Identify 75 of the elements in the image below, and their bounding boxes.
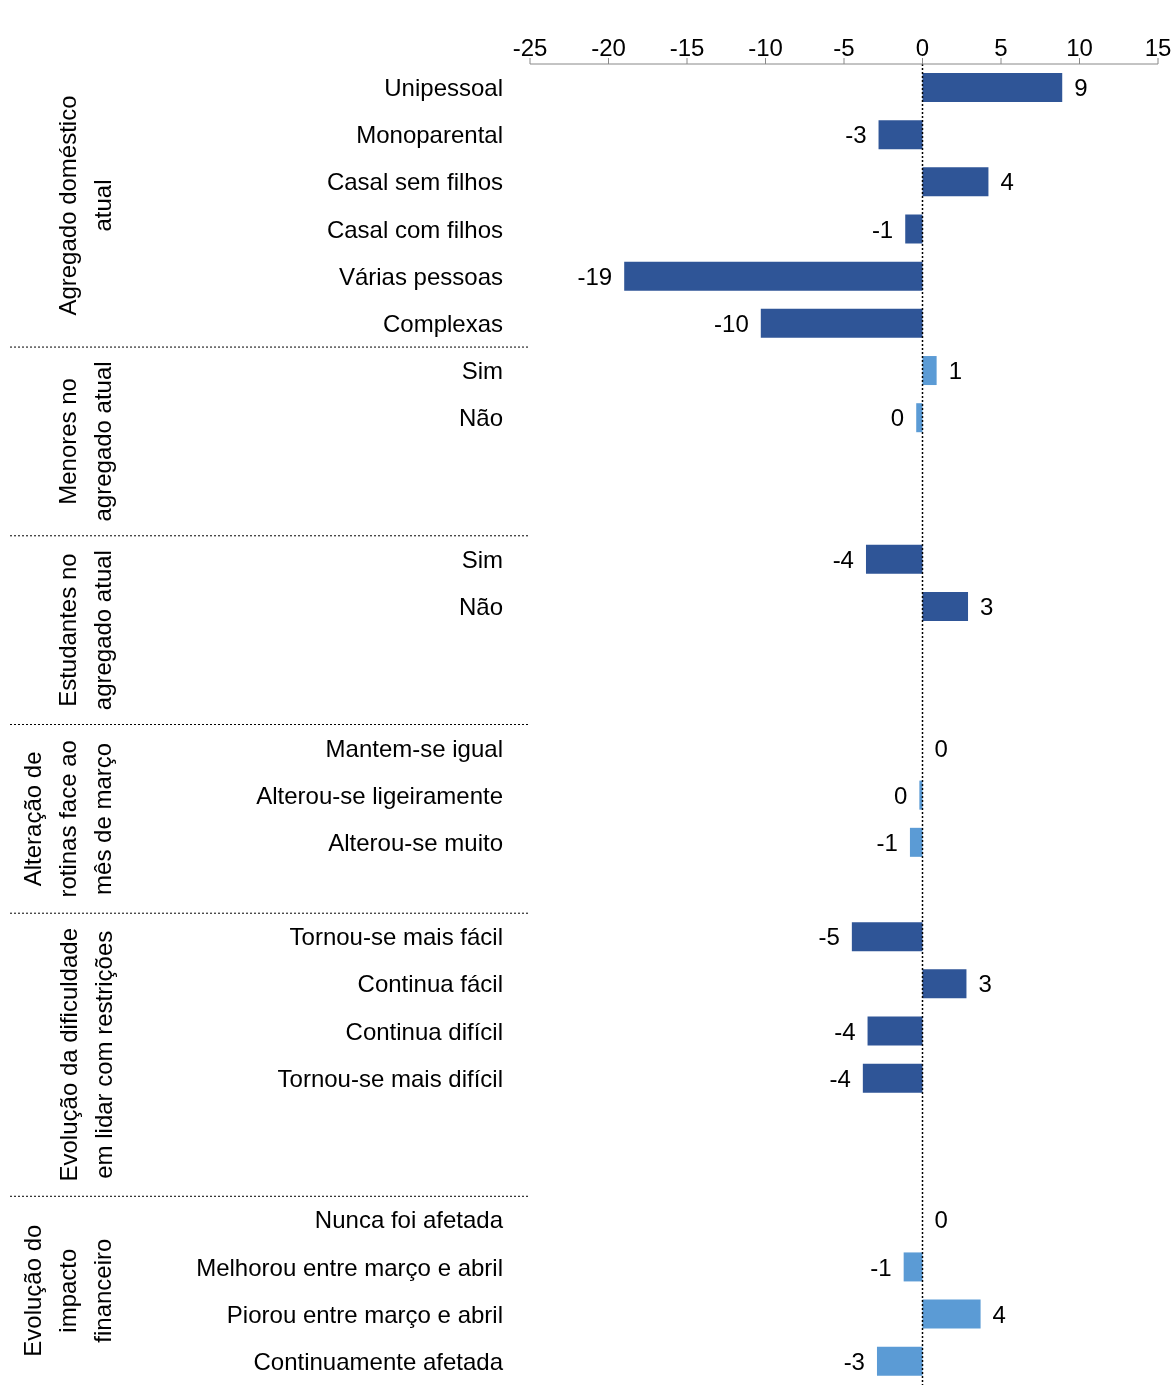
y-tick-label: Não [458,404,503,432]
y-tick-label: Monoparental [356,121,503,149]
y-tick-label: Continua fácil [357,970,503,998]
data-label: 4 [1000,168,1014,196]
x-tick-label: -25 [512,34,548,61]
data-label: 0 [934,1206,948,1234]
x-tick-label: -20 [591,34,626,61]
data-label: -1 [870,1253,892,1281]
data-label: -1 [871,215,894,243]
text: Estudantes no agregado atual [54,550,117,711]
x-tick-label: -15 [669,34,705,61]
x-tick-label: 10 [1066,34,1093,61]
data-label: 3 [978,970,992,998]
bar [865,544,923,574]
text: Agregado doméstico atual [54,95,117,316]
bar [905,214,923,244]
y-tick-label: Sim [461,357,503,385]
y-tick-label: Unipessoal [384,74,503,102]
data-label: -5 [818,923,840,951]
y-tick-label: Sim [461,545,503,573]
data-label: 0 [894,781,908,809]
data-label: 0 [890,404,905,432]
text: Evolução da dificuldade em lidar com restrições [54,927,117,1182]
bar [922,72,1063,102]
y-tick-label: Não [458,593,503,621]
y-tick-label: Várias pessoas [338,262,503,290]
data-label: -4 [829,1064,851,1092]
y-tick-label: Nunca foi afetada [314,1206,504,1234]
data-label: 0 [934,734,948,762]
data-label: 9 [1074,74,1088,102]
text: Evolução do impacto financeiro [19,1224,117,1357]
x-tick-label: 0 [915,34,930,61]
x-tick-label: -5 [833,34,855,61]
y-tick-label: Complexas [382,309,503,337]
y-tick-label: Melhorou entre março e abril [196,1253,503,1281]
y-tick-label: Continua difícil [345,1017,503,1045]
y-tick-label: Piorou entre março e abril [226,1300,503,1328]
data-label: -1 [876,828,898,856]
x-tick-label: -10 [748,34,783,61]
y-tick-label: Casal sem filhos [326,168,503,196]
bar [878,120,923,150]
text: Menores no agregado atual [54,361,117,522]
bar [922,969,967,999]
bar [867,1016,923,1046]
bar [922,591,969,621]
y-tick-label: Tornou-se mais difícil [277,1064,503,1092]
y-tick-label: Casal com filhos [326,215,503,243]
y-tick-label: Alterou-se ligeiramente [256,781,503,809]
bar [922,356,937,386]
bar [851,922,923,952]
data-label: -10 [714,309,749,337]
bar [903,1252,923,1282]
bar [922,1299,981,1329]
data-label: -4 [832,545,854,573]
bar [876,1346,923,1376]
bar [624,261,923,291]
y-tick-label: Tornou-se mais fácil [289,923,503,951]
bar [909,827,923,857]
bar [760,308,923,338]
data-label: -19 [577,262,613,290]
data-label: -4 [834,1017,856,1045]
text: Alteração de rotinas face ao mês de março [19,740,117,898]
data-label: 1 [948,357,962,385]
bar [862,1063,923,1093]
data-label: -3 [843,1347,865,1375]
bar [922,167,989,197]
bar [916,403,923,433]
x-tick-label: 5 [994,34,1008,61]
y-tick-label: Mantem-se igual [325,734,503,762]
y-tick-label: Continuamente afetada [253,1347,504,1375]
x-tick-label: 15 [1144,34,1172,61]
data-label: 3 [980,593,994,621]
data-label: 4 [992,1300,1006,1328]
data-label: -3 [845,121,867,149]
y-tick-label: Alterou-se muito [328,828,503,856]
